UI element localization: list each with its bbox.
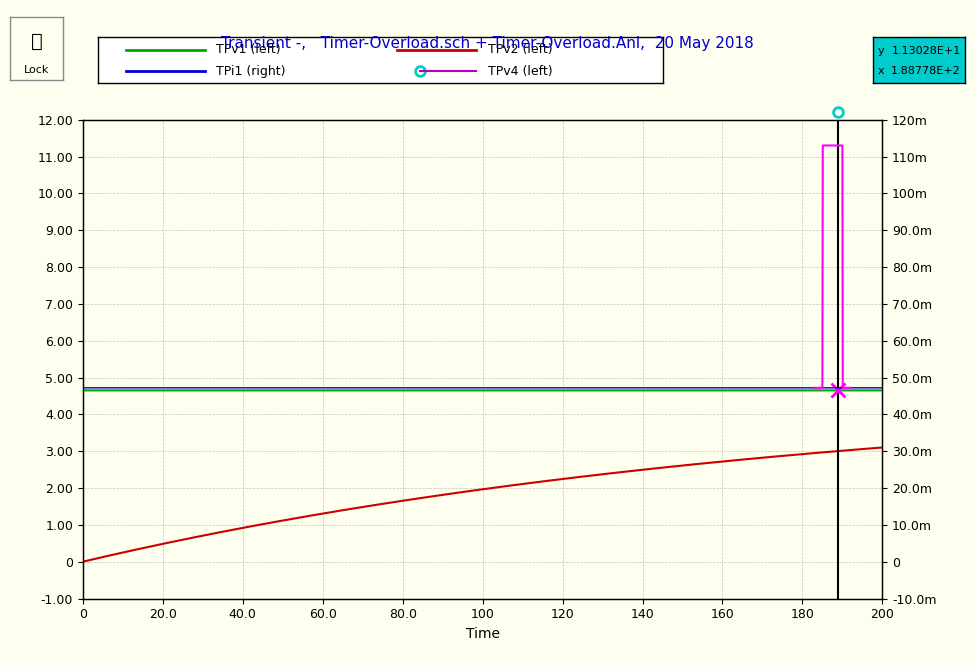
Line: TPv2 (left): TPv2 (left) <box>83 448 882 562</box>
TPi1 (right) <box>466 384 478 392</box>
TPv1 (left) <box>853 386 865 394</box>
Text: y: y <box>878 45 884 56</box>
TPi1 (right) <box>445 384 456 392</box>
Text: 1.88778E+2: 1.88778E+2 <box>891 66 960 76</box>
Text: 1.13028E+1: 1.13028E+1 <box>891 45 960 56</box>
TPv1 (left) <box>466 386 478 394</box>
TPv4 (left) <box>853 386 865 394</box>
TPv1 (left) <box>707 386 719 394</box>
Text: Lock: Lock <box>23 65 50 75</box>
Text: 🔒: 🔒 <box>30 33 43 51</box>
TPv2 (left) <box>853 446 865 454</box>
TPi1 (right) <box>877 384 888 392</box>
TPv4 (left) <box>466 386 478 394</box>
Text: Transient -,   Timer-Overload.sch + Timer-Overload.Anl,  20 May 2018: Transient -, Timer-Overload.sch + Timer-… <box>221 36 754 51</box>
TPv4 (left) <box>445 386 456 394</box>
Text: TPv4 (left): TPv4 (left) <box>488 65 552 78</box>
TPv1 (left) <box>445 386 456 394</box>
TPv2 (left) <box>853 446 865 454</box>
TPv1 (left) <box>77 386 89 394</box>
TPv4 (left) <box>853 386 865 394</box>
Text: TPv1 (left): TPv1 (left) <box>216 43 281 56</box>
TPv2 (left) <box>77 558 89 566</box>
TPv4 (left) <box>707 386 719 394</box>
TPv2 (left) <box>707 458 719 466</box>
TPv4 (left) <box>77 386 89 394</box>
TPv2 (left) <box>445 489 456 497</box>
Text: x: x <box>878 66 884 76</box>
TPv2 (left) <box>118 549 130 557</box>
TPv1 (left) <box>877 386 888 394</box>
Text: TPv2 (left): TPv2 (left) <box>488 43 552 56</box>
TPv2 (left) <box>466 487 478 495</box>
TPi1 (right) <box>853 384 865 392</box>
Text: R8 = 330 = 182 secs = 3 mins 2 secs: R8 = 330 = 182 secs = 3 mins 2 secs <box>0 664 1 665</box>
TPi1 (right) <box>118 384 130 392</box>
Text: Current Draw (RLY1) = 113ma: Current Draw (RLY1) = 113ma <box>0 664 1 665</box>
X-axis label: Time: Time <box>466 627 499 641</box>
TPv4 (left) <box>118 386 130 394</box>
TPv1 (left) <box>118 386 130 394</box>
TPv1 (left) <box>853 386 865 394</box>
TPi1 (right) <box>77 384 89 392</box>
TPi1 (right) <box>707 384 719 392</box>
TPi1 (right) <box>853 384 865 392</box>
TPv2 (left) <box>877 444 888 452</box>
Text: TPi1 (right): TPi1 (right) <box>216 65 286 78</box>
TPv4 (left) <box>877 386 888 394</box>
